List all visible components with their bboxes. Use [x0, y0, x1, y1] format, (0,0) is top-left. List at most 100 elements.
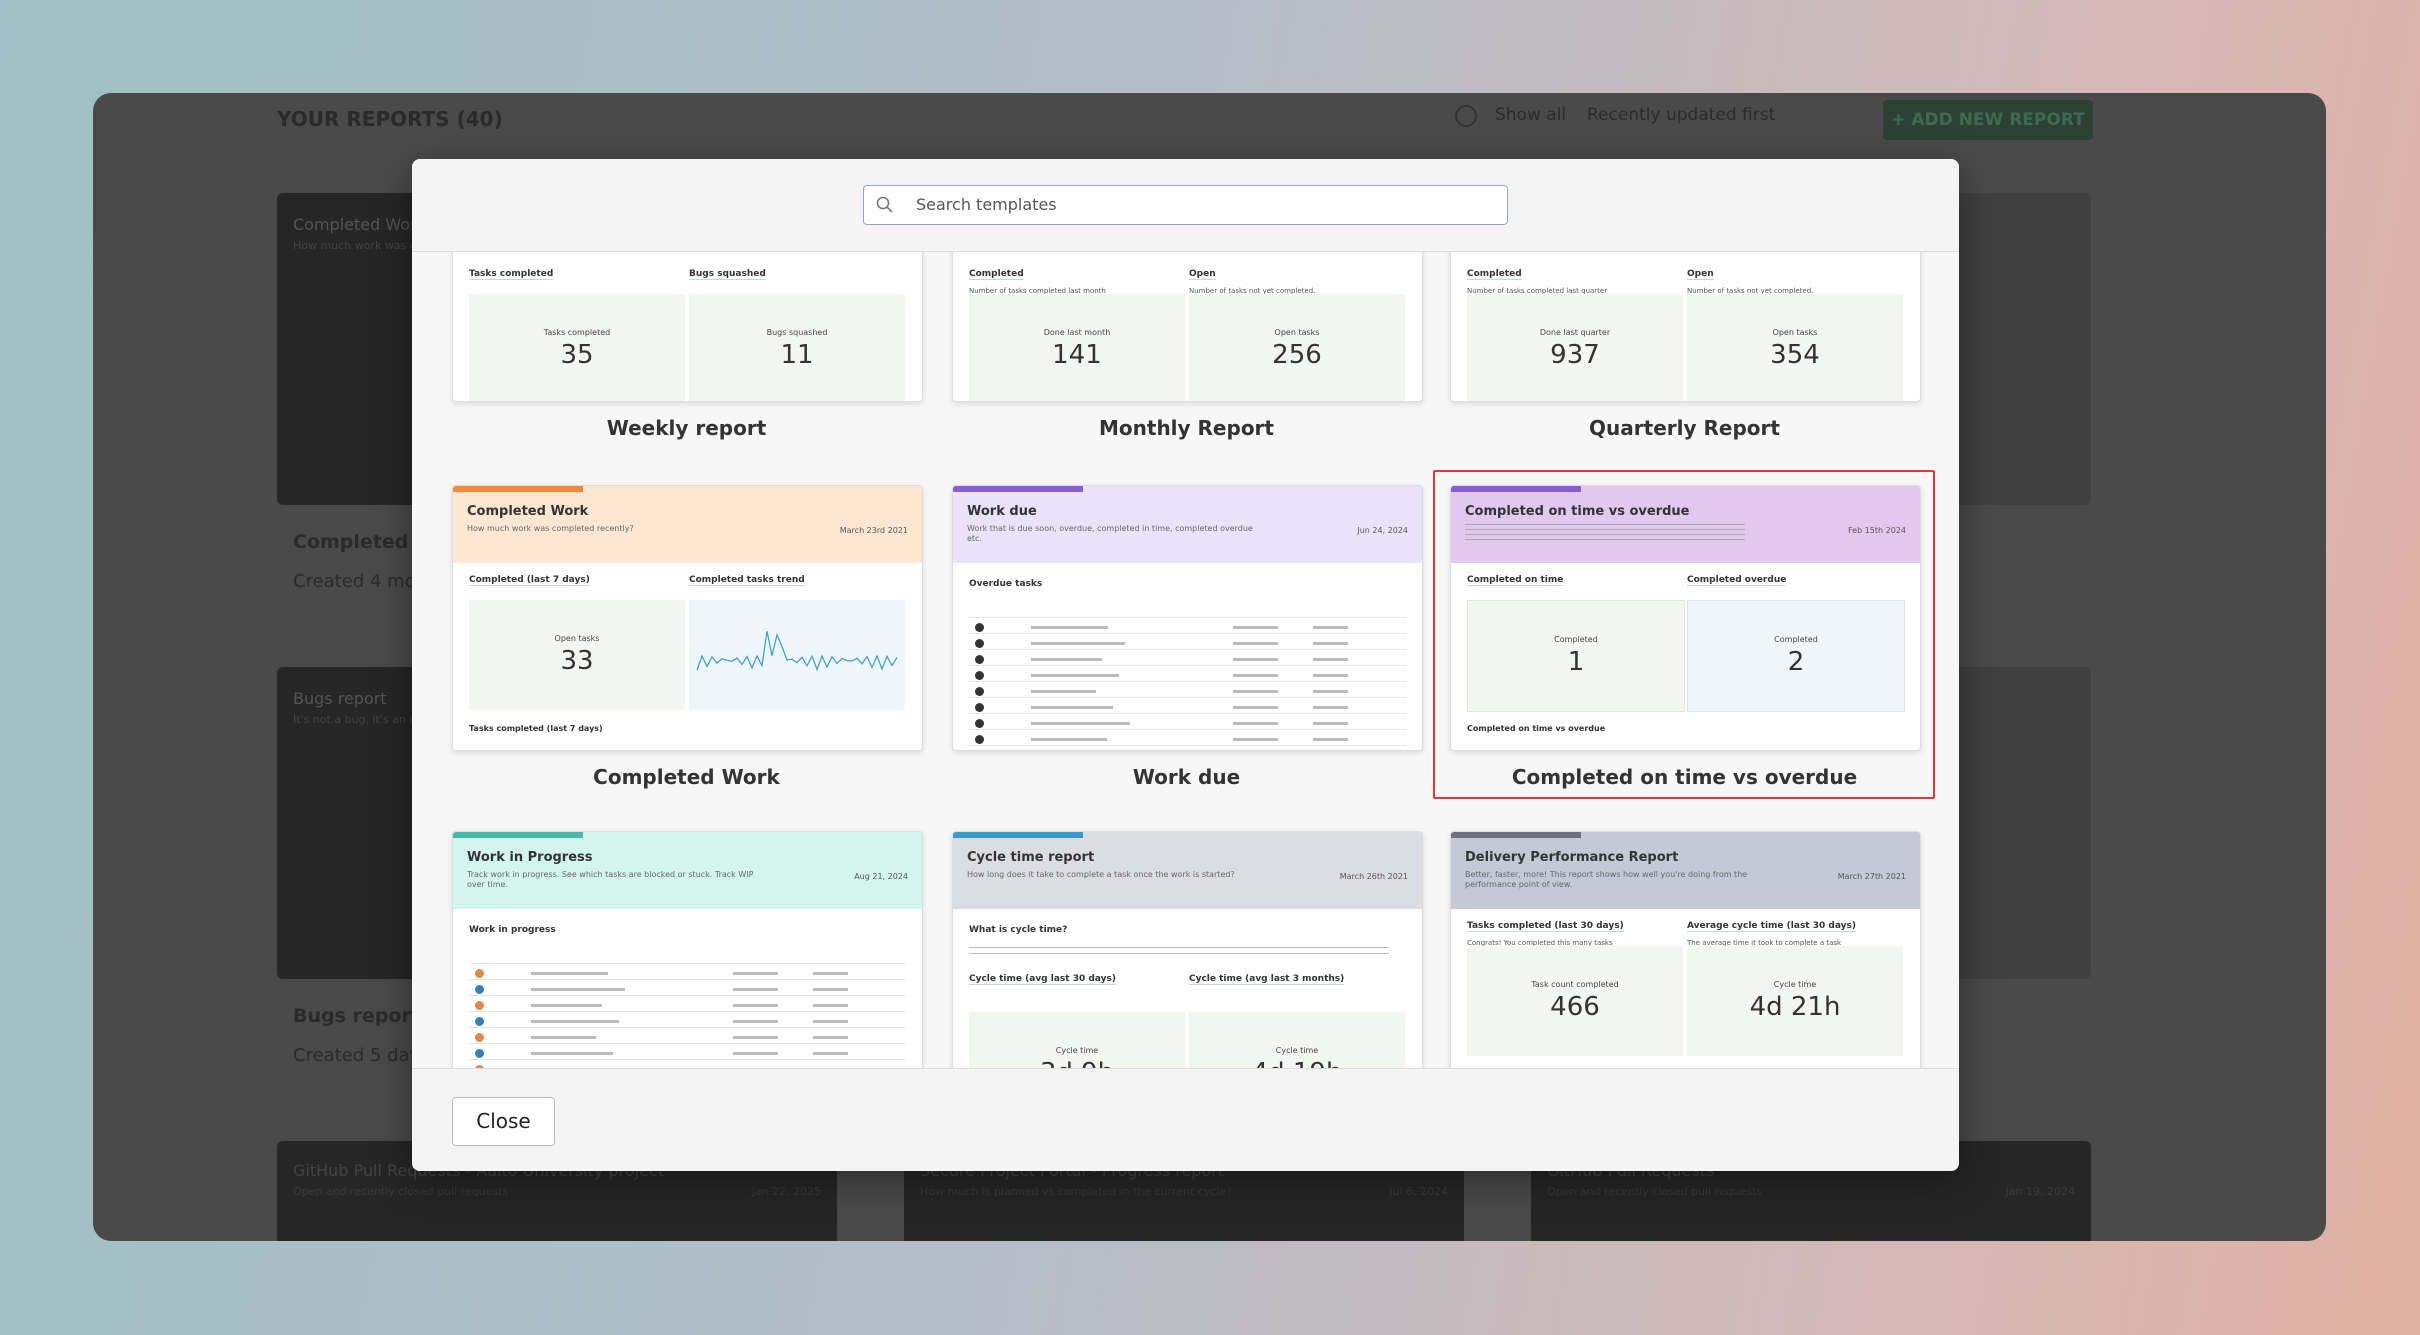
section-label: Overdue tasks — [969, 579, 1043, 589]
row-line — [469, 1011, 906, 1012]
row-bar — [531, 1036, 596, 1039]
section-sublabel: The average time it took to complete a t… — [1687, 939, 1842, 947]
card-date: Jan 19, 2024 — [2005, 1185, 2075, 1198]
section-sublabel: Number of tasks not yet completed. — [1189, 287, 1316, 295]
stat-label: Cycle time — [1773, 980, 1817, 989]
row-avatar — [975, 687, 984, 696]
intro-text — [969, 947, 1389, 959]
search-box[interactable]: Search templates — [863, 185, 1508, 225]
template-name: Completed Work — [593, 765, 780, 789]
template-thumbnail[interactable]: Cycle time report How long does it take t… — [952, 831, 1423, 1068]
section-label: Bugs squashed — [689, 269, 766, 280]
row-avatar — [975, 639, 984, 648]
row-line — [969, 713, 1406, 714]
stat-box: Bugs squashed 11 — [689, 294, 905, 401]
stat-box: Done last quarter 937 — [1467, 294, 1683, 401]
template-name: Work due — [1132, 765, 1241, 789]
section-label: Completed — [1467, 269, 1522, 280]
thumb-title: Cycle time report — [967, 850, 1095, 865]
row-bar — [1313, 706, 1348, 709]
row-avatar — [975, 719, 984, 728]
row-bar — [1031, 690, 1096, 693]
close-button[interactable]: Close — [452, 1097, 555, 1146]
template-thumbnail[interactable]: Work due Work that is due soon, overdue, … — [952, 485, 1423, 751]
selection-outline — [1433, 470, 1935, 799]
row-avatar — [475, 1001, 484, 1010]
section-label: Average cycle time (last 30 days) — [1687, 921, 1856, 932]
stat-box: Cycle time 4d 19h — [1189, 1012, 1405, 1068]
section-label: Open — [1189, 269, 1216, 280]
template-thumbnail[interactable]: Completed on time vs overdue Feb 15th 202… — [1450, 485, 1921, 751]
template-thumbnail[interactable]: Work in Progress Track work in progress. … — [452, 831, 923, 1068]
row-bar — [1313, 626, 1348, 629]
stat-box: Open tasks 354 — [1687, 294, 1903, 401]
row-avatar — [475, 969, 484, 978]
card-date: Jan 22, 2025 — [751, 1185, 821, 1198]
search-placeholder: Search templates — [916, 195, 1057, 214]
section-label: Tasks completed (last 30 days) — [1467, 921, 1624, 932]
modal-header: Search templates — [412, 159, 1959, 252]
row-line — [469, 1027, 906, 1028]
row-bar — [1031, 674, 1119, 677]
section-label: Open — [1687, 269, 1714, 280]
section-label: Tasks completed (last 7 days) — [469, 724, 603, 733]
template-thumbnail[interactable]: Completed Number of tasks completed last … — [1450, 252, 1921, 402]
row-line — [469, 1043, 906, 1044]
row-bar — [1233, 658, 1278, 661]
row-bar — [813, 988, 848, 991]
thumb-header — [453, 832, 922, 909]
row-bar — [1031, 738, 1107, 741]
stat-box: Open tasks 33 — [469, 600, 685, 710]
row-bar — [733, 972, 778, 975]
card-title: Completed Work — [293, 215, 426, 234]
thumb-date: March 27th 2021 — [1837, 872, 1906, 881]
thumb-date: Feb 15th 2024 — [1848, 526, 1906, 535]
thumb-subtitle: Work that is due soon, overdue, complete… — [967, 524, 1253, 543]
row-bar — [1031, 626, 1108, 629]
stat-value: 354 — [1770, 340, 1820, 370]
stat-label: Open tasks — [554, 634, 600, 643]
stat-box: Open tasks 256 — [1189, 294, 1405, 401]
row-bar — [531, 1052, 613, 1055]
stat-box: Done last month 141 — [969, 294, 1185, 401]
row-bar — [1233, 642, 1278, 645]
template-name: Completed on time vs overdue — [1511, 765, 1858, 789]
stat-value: 937 — [1550, 340, 1600, 370]
modal-footer: Close — [412, 1068, 1959, 1171]
thumb-date: March 23rd 2021 — [839, 526, 908, 535]
card-subtitle: How much is planned vs completed in the … — [920, 1185, 1233, 1198]
add-report-button[interactable]: + ADD NEW REPORT — [1883, 100, 2093, 140]
section-label: Cycle time (avg last 30 days) — [969, 974, 1116, 985]
thumb-title: Work due — [967, 504, 1037, 519]
row-avatar — [975, 623, 984, 632]
section-label: Work in progress — [469, 925, 556, 935]
search-icon[interactable] — [1455, 105, 1477, 127]
template-thumbnail[interactable]: Completed Number of tasks completed last … — [952, 252, 1423, 402]
thumb-subtitle: Better, faster, more! This report shows … — [1465, 870, 1748, 889]
row-bar — [1313, 738, 1348, 741]
stat-value: 141 — [1052, 340, 1102, 370]
stat-label: Completed — [1554, 635, 1598, 644]
row-line — [969, 697, 1406, 698]
row-bar — [1313, 722, 1348, 725]
template-thumbnail[interactable]: Completed Work How much work was complete… — [452, 485, 923, 751]
row-bar — [733, 1036, 778, 1039]
stat-label: Task count completed — [1531, 980, 1619, 989]
page-title: YOUR REPORTS (40) — [277, 107, 503, 131]
row-bar — [733, 1020, 778, 1023]
thumb-title: Completed Work — [467, 504, 589, 519]
template-thumbnail[interactable]: Tasks completed Bugs squashed Tasks comple… — [452, 252, 923, 402]
template-thumbnail[interactable]: Delivery Performance Report Better, faste… — [1450, 831, 1921, 1068]
row-line — [969, 649, 1406, 650]
row-bar — [531, 988, 625, 991]
thumb-header — [953, 486, 1422, 563]
filter-sort[interactable]: Recently updated first — [1587, 105, 1776, 125]
filter-show[interactable]: Show all — [1495, 105, 1567, 125]
trend-box — [689, 600, 905, 710]
row-bar — [531, 1004, 602, 1007]
search-icon — [876, 196, 893, 213]
row-line — [469, 995, 906, 996]
section-label: Tasks completed — [469, 269, 554, 280]
stat-value: 466 — [1550, 992, 1600, 1022]
row-bar — [733, 988, 778, 991]
